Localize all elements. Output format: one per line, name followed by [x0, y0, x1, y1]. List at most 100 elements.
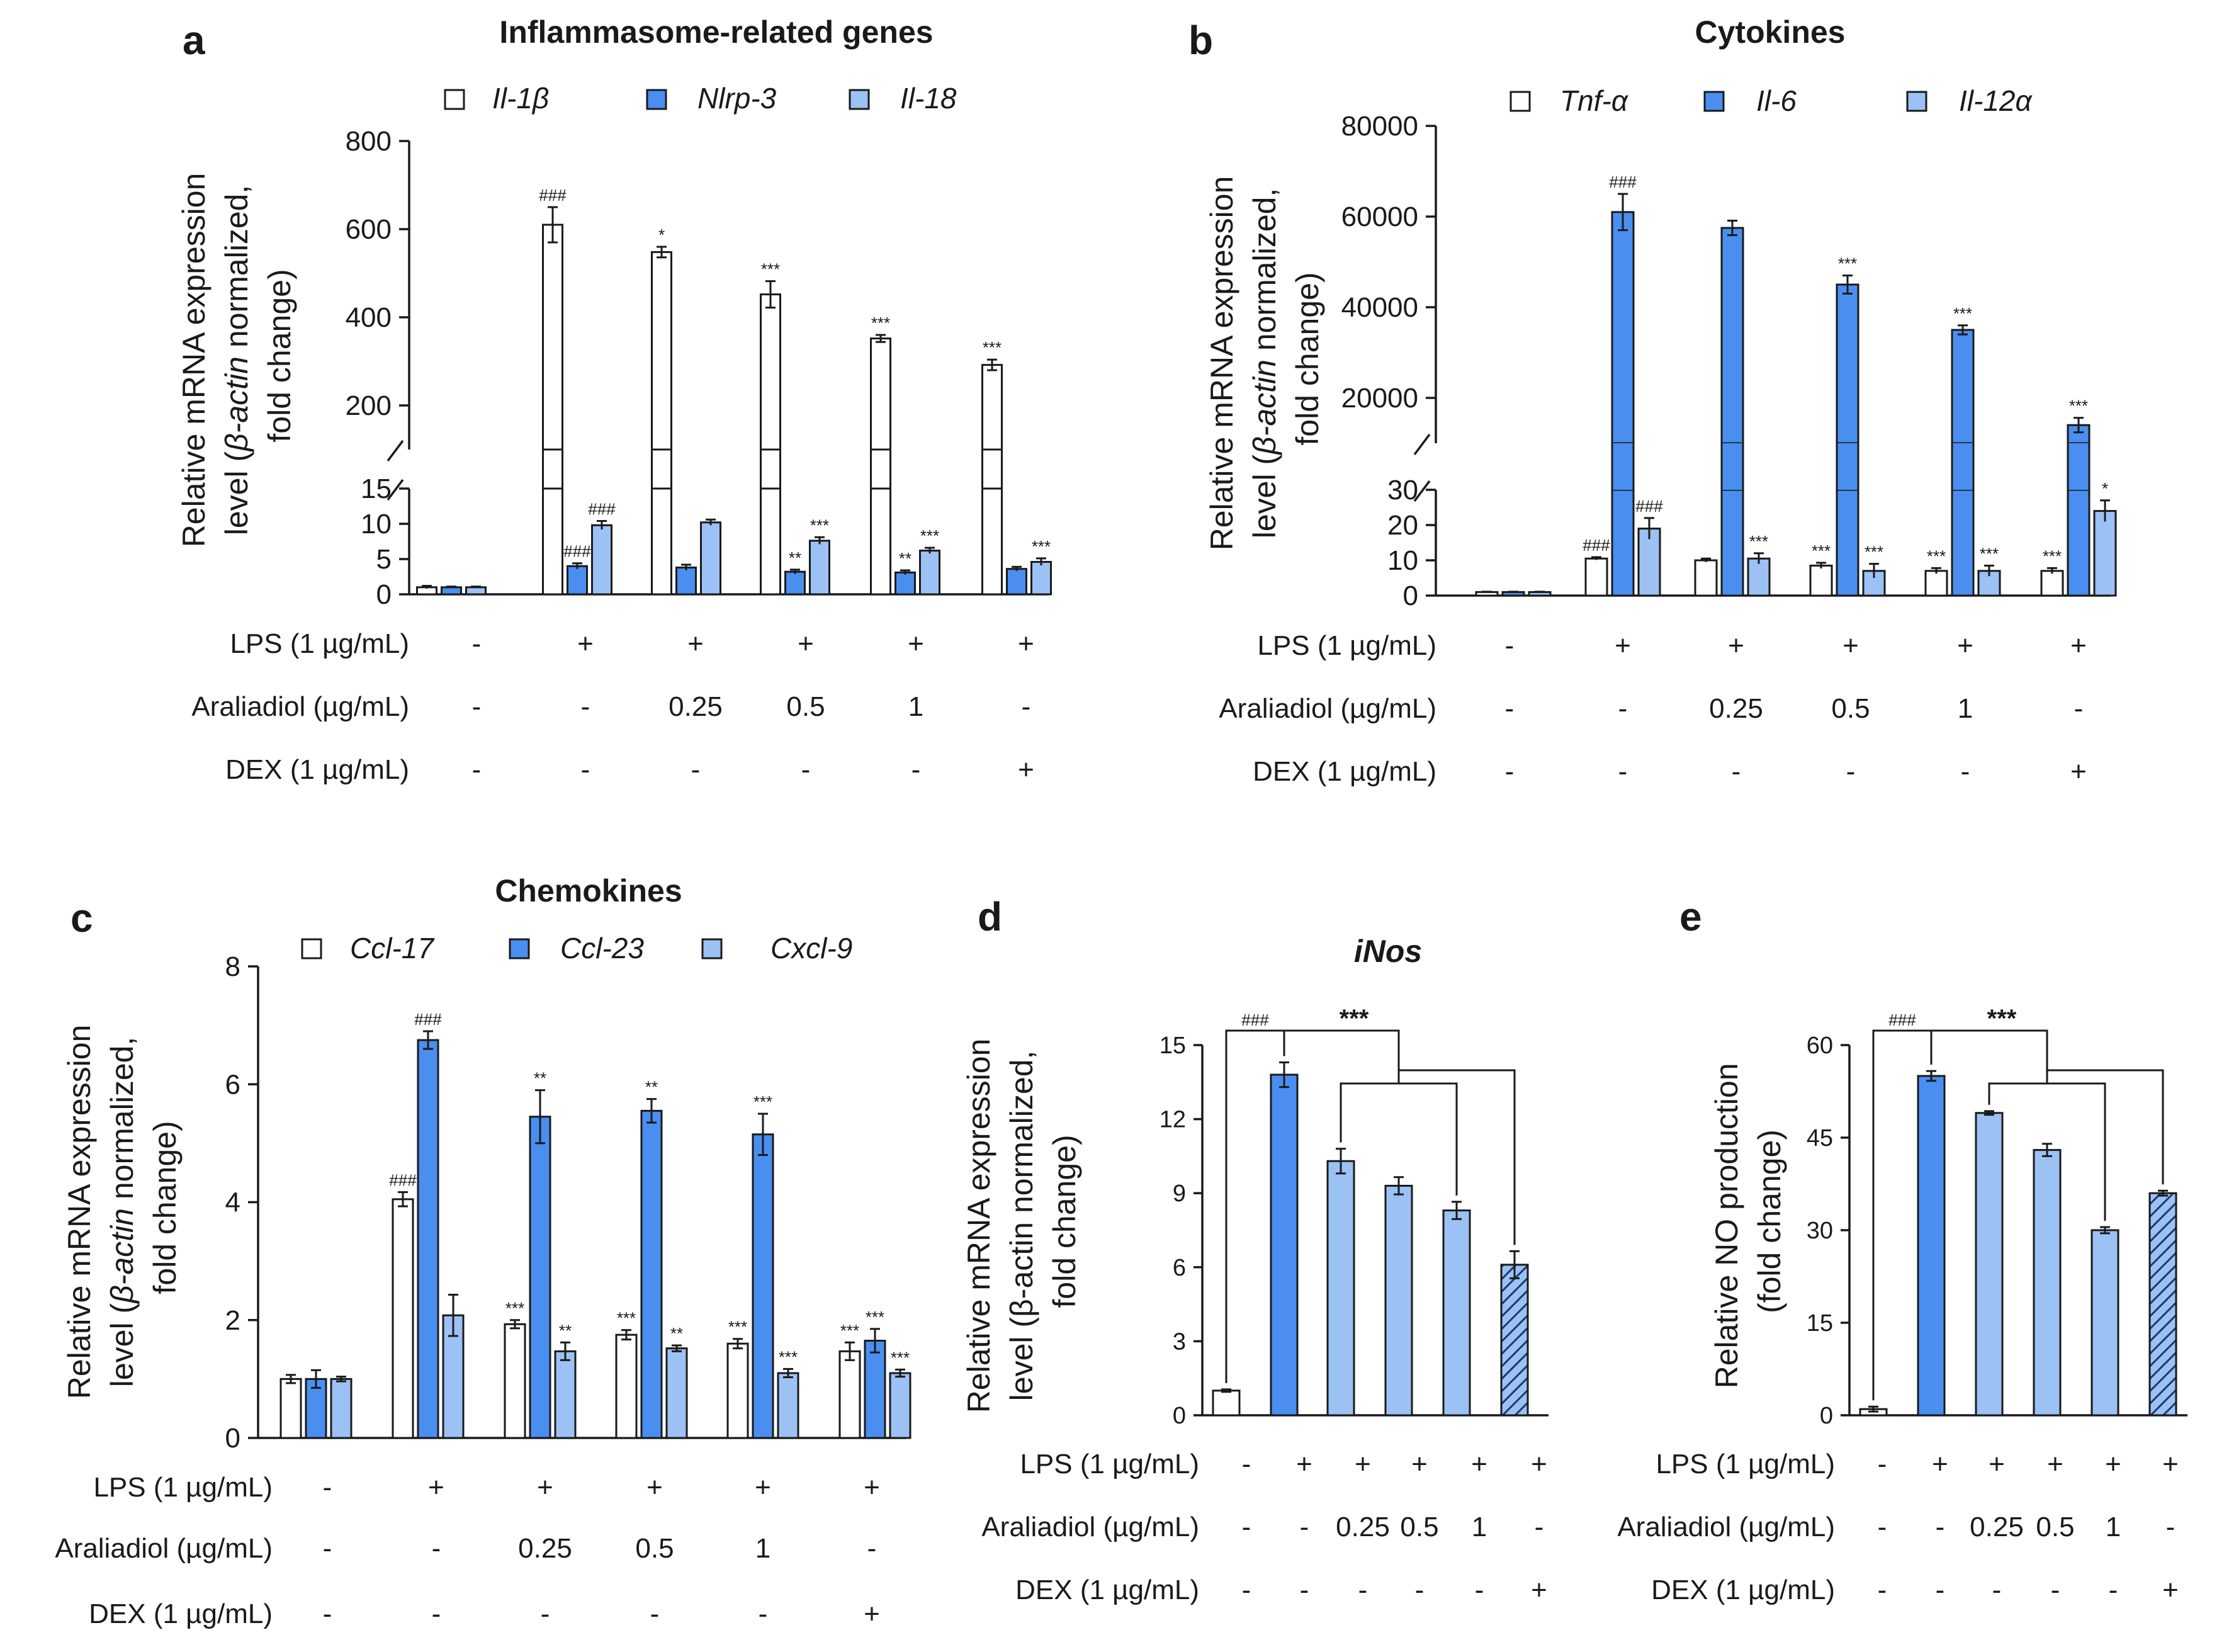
panel-d-araliadiol-value: -	[1242, 1512, 1251, 1542]
panel-a-araliadiol-label: Araliadiol (µg/mL)	[191, 691, 409, 722]
panel-b-dex-value: -	[1732, 756, 1741, 787]
legend-swatch-ccl23	[509, 938, 530, 959]
panel-a-ytick-label: 15	[361, 473, 392, 504]
panel-e-lps-value: +	[2047, 1449, 2063, 1479]
panel-b-ytick-label: 40000	[1341, 292, 1418, 323]
panel-letter-e: e	[1679, 894, 1702, 939]
panel-b-lps-value: -	[1505, 630, 1515, 661]
panel-d-ylabel-line3: fold change)	[1047, 1134, 1082, 1308]
panel-e-ylabel-line2: (fold change)	[1752, 1129, 1787, 1313]
panel-b-bar	[1951, 329, 1975, 444]
panel-a-significance-label: ***	[810, 516, 829, 535]
panel-a-araliadiol-value: -	[472, 691, 482, 722]
panel-e-bar	[1975, 1112, 2004, 1417]
panel-b-araliadiol-value: -	[1618, 693, 1628, 724]
panel-b-bar-lower-segment	[1720, 489, 1744, 597]
panel-d-lps-value: -	[1242, 1449, 1251, 1479]
panel-c-significance-label: **	[559, 1321, 572, 1340]
panel-c-significance-label: ***	[840, 1321, 859, 1340]
panel-b-lps-value: +	[1842, 630, 1859, 661]
panel-a-legend: Il-1β Nlrp-3 Il-18	[444, 82, 957, 115]
panel-c-ylabel-line2-post: normalized,	[104, 1037, 140, 1208]
panel-e-significance-lps: ###	[1888, 1010, 1916, 1029]
panel-a-bar-lower-segment	[981, 487, 1003, 596]
panel-letter-b: b	[1188, 18, 1213, 63]
panel-b-bar	[1924, 570, 1948, 597]
panel-b-lps-value: +	[2070, 630, 2087, 661]
panel-c-lps-value: +	[755, 1472, 771, 1503]
panel-d-araliadiol-value: 0.25	[1336, 1512, 1390, 1542]
panel-c-bar	[889, 1372, 911, 1439]
panel-c-conditions: LPS (1 µg/mL) Araliadiol (µg/mL) DEX (1 µg…	[55, 1472, 880, 1629]
panel-c-ylabel: Relative mRNA expression level (β-actin …	[62, 1016, 183, 1400]
panel-a-bar	[1030, 560, 1052, 596]
panel-a-bar	[675, 566, 697, 596]
legend-swatch-nlrp3	[646, 89, 667, 110]
panel-c-ytick-label: 2	[225, 1305, 240, 1336]
panel-b-plot: 20000 40000 60000 80000 0 10 20 30 ### *** *** *** #…	[1341, 111, 2117, 611]
panel-c-ylabel-line3: fold change)	[147, 1121, 183, 1294]
panel-c-significance-label: ###	[389, 1171, 417, 1190]
panel-c-bar	[726, 1342, 749, 1439]
panel-b-significance-label: *	[2102, 479, 2108, 498]
panel-c-significance-label: ***	[753, 1092, 772, 1111]
panel-a-ytick-label: 10	[361, 509, 392, 540]
panel-a-araliadiol-value: 0.5	[786, 691, 825, 722]
panel-d-lps-value: +	[1411, 1449, 1428, 1479]
panel-b-bar-gap-fill	[1837, 443, 1858, 490]
panel-a-significance-label: **	[899, 549, 911, 568]
panel-d-ytick-label: 15	[1160, 1032, 1186, 1059]
panel-a-significance-label: ###	[563, 542, 591, 561]
panel-c-bar	[838, 1350, 861, 1439]
panel-a-bar	[894, 571, 916, 596]
panel-c-title: Chemokines	[495, 873, 682, 908]
panel-c-significance-label: ***	[617, 1309, 636, 1328]
panel-b-ylabel-line2-pre: level (	[1247, 455, 1282, 539]
panel-c-ytick-label: 0	[225, 1423, 240, 1454]
legend-label-il12a: Il-12α	[1959, 84, 2033, 117]
panel-b-bar	[1747, 557, 1771, 597]
panel-b-lps-value: +	[1728, 630, 1744, 661]
panel-e-bracket-treatment-top	[1931, 1029, 2048, 1057]
panel-d-araliadiol-label: Araliadiol (µg/mL)	[981, 1512, 1199, 1542]
panel-d-lps-value: +	[1471, 1449, 1487, 1479]
panel-b-legend: Tnf-α Il-6 Il-12α	[1510, 84, 2033, 117]
panel-a-bar-lower-segment	[870, 487, 891, 596]
panel-a-ytick-label: 600	[346, 214, 392, 245]
panel-c-lps-value: +	[646, 1472, 663, 1503]
panel-c-significance-label: ***	[891, 1348, 910, 1367]
panel-e-lps-value: +	[2162, 1449, 2179, 1479]
panel-d-bracket-treatment-top	[1284, 1029, 1400, 1057]
panel-b-araliadiol-value: 0.25	[1709, 693, 1763, 724]
panel-d-significance-treatment: ***	[1340, 1005, 1369, 1032]
panel-e-dex-value: -	[1992, 1575, 2002, 1605]
panel-a-significance-label: ###	[539, 186, 567, 205]
panel-a-araliadiol-value: -	[581, 691, 590, 722]
panel-b-araliadiol-value: 0.5	[1831, 693, 1870, 724]
panel-b-bar-lower-segment	[1836, 489, 1859, 597]
panel-b-bar	[1720, 227, 1744, 444]
panel-a-significance-label: ***	[983, 338, 1002, 357]
panel-a-araliadiol-value: 1	[908, 691, 923, 722]
panel-e-araliadiol-value: -	[1936, 1512, 1945, 1542]
panel-a-significance-label: ***	[871, 314, 890, 332]
panel-d-bracket-lps	[1225, 1029, 1285, 1383]
panel-e-bracket-dex	[2047, 1069, 2164, 1185]
panel-c-significance-label: **	[534, 1069, 546, 1088]
panel-c-bar	[305, 1378, 327, 1439]
panel-b-significance-label: ***	[1980, 544, 1999, 563]
panel-b-dex-value: -	[1961, 756, 1970, 787]
panel-d-dex-value: -	[1415, 1575, 1425, 1605]
panel-b-significance-label: ***	[2069, 397, 2088, 416]
panel-a-lps-label: LPS (1 µg/mL)	[230, 628, 409, 659]
panel-e-araliadiol-value: 0.5	[2036, 1512, 2074, 1542]
panel-d-bar	[1270, 1073, 1299, 1417]
panel-d-ytick-label: 6	[1173, 1255, 1186, 1281]
panel-b-bar	[1584, 557, 1608, 597]
panel-b-araliadiol-value: -	[1505, 693, 1515, 724]
panel-c-ytick-label: 4	[225, 1187, 240, 1218]
panel-a-ylabel: Relative mRNA expression level (β-actin …	[176, 164, 297, 548]
panel-d-ylabel-line2: level (β-actin normalized,	[1004, 1051, 1039, 1401]
panel-b: b Cytokines Tnf-α Il-6 Il-12α Relative m…	[1188, 14, 2117, 787]
panel-e-bar	[2033, 1149, 2062, 1417]
